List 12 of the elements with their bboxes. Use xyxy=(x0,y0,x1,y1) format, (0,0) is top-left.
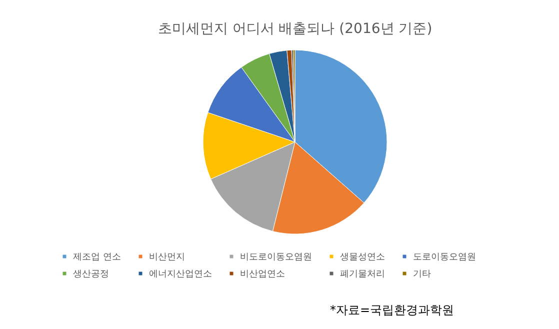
legend-label: 폐기물처리 xyxy=(340,270,385,280)
text: *자료=국립환경과학원 xyxy=(330,302,454,319)
legend-label: 비도로이동오염원 xyxy=(240,252,312,262)
legend-label: 도로이동오염원 xyxy=(413,252,476,262)
legend-label: 생물성연소 xyxy=(340,252,385,262)
chart-title: 초미세먼지 어디서 배출되나 (2016년 기준) xyxy=(158,21,432,37)
legend-label: 제조업 연소 xyxy=(73,252,121,262)
legend-label: 생산공정 xyxy=(73,270,109,280)
legend-label: 비산먼지 xyxy=(149,252,185,262)
legend-label: 비산업연소 xyxy=(240,270,285,280)
legend-label: 기타 xyxy=(413,270,431,280)
legend-label: 에너지산업연소 xyxy=(149,270,212,280)
